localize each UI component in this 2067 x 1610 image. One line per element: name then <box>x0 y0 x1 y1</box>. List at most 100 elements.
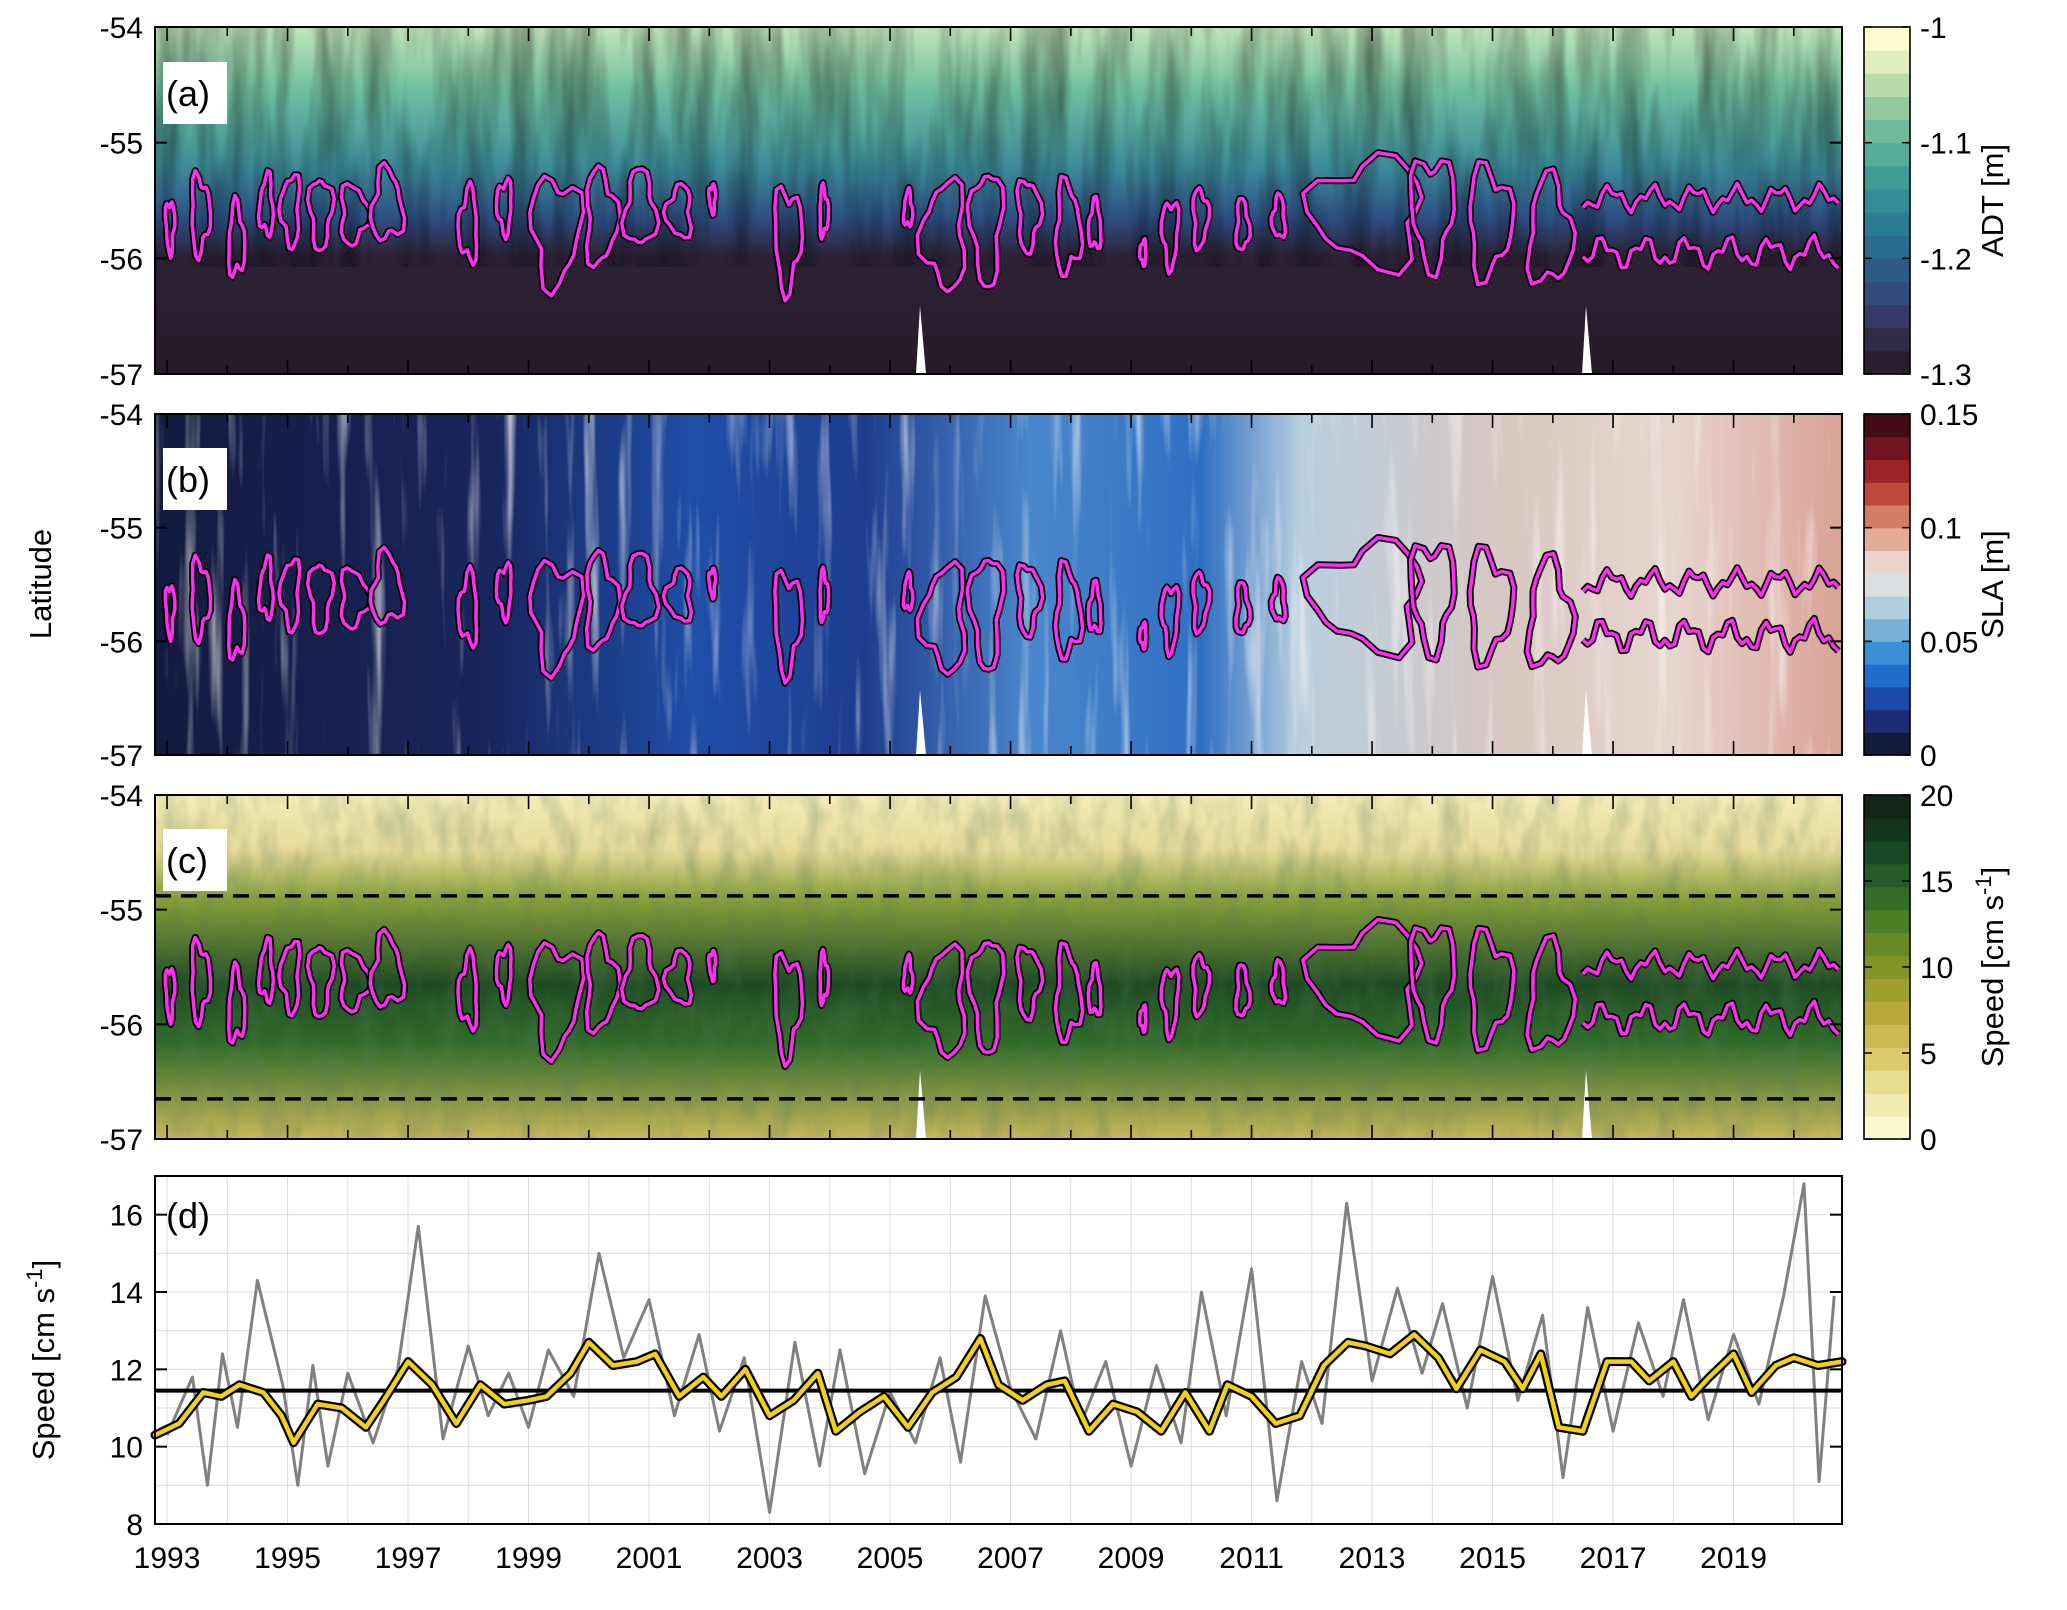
panel-d-y-axis: 8 10 12 14 16 <box>110 1200 1842 1542</box>
colorbar-tick-label: 10 <box>1920 952 1953 985</box>
panel-d-x-axis: 1993 1995 1997 1999 2001 2003 2005 2007 2009 2011… <box>134 1542 1767 1575</box>
contour <box>528 558 586 680</box>
contour <box>1053 174 1085 279</box>
contour-upper <box>1581 948 1840 981</box>
contour <box>305 563 337 636</box>
colorbar-tick-label: 0.1 <box>1920 513 1962 546</box>
x-tick-label: 2013 <box>1339 1542 1406 1575</box>
y-tick-label: -55 <box>100 895 143 928</box>
contour <box>305 945 337 1019</box>
colorbar-swatch <box>1864 1047 1910 1071</box>
colorbar-swatch <box>1864 795 1910 819</box>
contour <box>965 941 1006 1055</box>
contour <box>915 559 967 676</box>
colorbar-swatch <box>1864 550 1910 574</box>
colorbar-swatch <box>1864 142 1910 167</box>
colorbar-swatch <box>1864 618 1910 642</box>
contour <box>1525 933 1578 1052</box>
x-tick-label: 2019 <box>1700 1542 1767 1575</box>
colorbar-label-text: ADT [m] <box>1975 144 2010 257</box>
colorbar-tick-label: 5 <box>1920 1038 1937 1071</box>
panel-d-series <box>150 1182 1847 1514</box>
contour <box>1086 194 1103 251</box>
contour <box>1159 584 1181 659</box>
contour <box>305 179 337 253</box>
contour <box>1234 963 1252 1018</box>
smoothed-speed-line <box>152 1332 1845 1446</box>
colorbar-swatch <box>1864 281 1910 306</box>
y-tick-label: 8 <box>126 1509 143 1542</box>
contour <box>163 584 177 643</box>
contour <box>1301 917 1424 1043</box>
contour <box>339 948 373 1014</box>
colorbar-swatch <box>1864 641 1910 665</box>
colorbar-swatch <box>1864 50 1910 74</box>
colorbar-swatch <box>1864 258 1910 283</box>
colorbar-swatch <box>1864 978 1910 1002</box>
contour-lower <box>1581 616 1840 655</box>
speed-contours <box>161 916 1841 1070</box>
contour <box>163 966 177 1026</box>
contour <box>620 933 661 1011</box>
sla-colorbar: 0.15 0.1 0.05 0 SLA [m] <box>1863 399 2010 773</box>
reference-lines <box>155 894 1842 1101</box>
colorbar-tick-label: 15 <box>1920 866 1953 899</box>
data-gap-2005 <box>916 1070 926 1139</box>
contour <box>227 193 247 279</box>
colorbar-label-text: Speed [cm s <box>1975 895 2010 1067</box>
contour <box>773 951 805 1069</box>
x-tick-label: 2001 <box>616 1542 683 1575</box>
contour <box>584 164 623 270</box>
contour <box>773 568 805 685</box>
contour <box>1191 570 1212 636</box>
colorbar-frame <box>1863 413 1911 756</box>
contour <box>706 182 718 218</box>
contour <box>528 941 586 1064</box>
y-tick-label: -55 <box>100 513 143 546</box>
y-tick-label: -54 <box>100 399 143 432</box>
panel-a-adt: -54 -55 -56 -57 (a) -1 -1.1 -1.2 -1.3 ADT [m] <box>100 12 2010 392</box>
panel-b-ylabel: Latitude <box>23 529 58 639</box>
contour <box>456 563 479 650</box>
contour <box>1191 185 1212 253</box>
colorbar-label-superscript: -1 <box>1971 875 1996 895</box>
contour-upper <box>1581 565 1840 599</box>
contour <box>277 557 302 635</box>
x-tick-label: 2003 <box>736 1542 803 1575</box>
contour <box>1269 575 1288 623</box>
panel-a-x-ticks <box>166 27 1795 374</box>
x-tick-label: 2007 <box>977 1542 1044 1575</box>
contour <box>1053 558 1085 661</box>
colorbar-tick-label: -1.2 <box>1920 243 1972 276</box>
contour <box>1234 580 1252 635</box>
contour <box>163 200 177 260</box>
colorbar-tick-label: 20 <box>1920 780 1953 813</box>
contour <box>661 566 694 623</box>
colorbar-tick-label: -1.3 <box>1920 359 1972 392</box>
colorbar-label: Speed [cm s-1] <box>1971 867 2010 1068</box>
adt-contours <box>161 149 1841 305</box>
panel-d-letter: (d) <box>166 1195 210 1236</box>
contour <box>965 558 1006 671</box>
ylabel-superscript: -1 <box>22 1268 47 1288</box>
colorbar-swatch <box>1864 664 1910 688</box>
colorbar-tick-label: 0 <box>1920 1124 1937 1157</box>
colorbar-swatch <box>1864 350 1910 375</box>
y-tick-label: -56 <box>100 243 143 276</box>
contour <box>368 927 407 1009</box>
contour <box>915 175 967 294</box>
contour <box>584 548 623 652</box>
contour <box>965 174 1006 289</box>
x-tick-label: 1997 <box>375 1542 442 1575</box>
contour <box>1137 1003 1148 1035</box>
contour <box>1191 952 1212 1019</box>
panel-b-letter: (b) <box>166 459 210 500</box>
contour <box>901 569 915 612</box>
contour <box>1408 543 1456 662</box>
contour <box>256 935 276 1006</box>
x-tick-label: 2011 <box>1219 1542 1284 1575</box>
colorbar-swatch <box>1864 188 1910 213</box>
contour <box>190 553 213 646</box>
contour <box>339 566 373 631</box>
y-tick-label: 14 <box>110 1277 143 1310</box>
